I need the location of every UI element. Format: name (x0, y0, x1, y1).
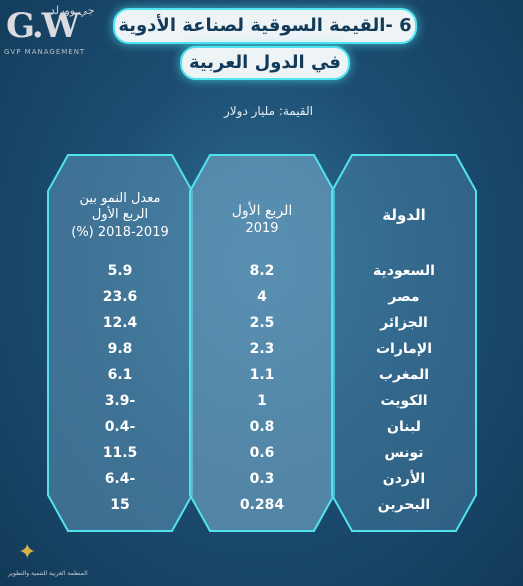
q1-cell: 2.5 (249, 315, 275, 331)
q1-cell: 8.2 (249, 263, 275, 279)
organization-logo: ✦ المنظمة العربية للتنمية والتطوير (8, 540, 88, 584)
q1-cell: 1.1 (249, 367, 275, 383)
growth-cell: 6.1 (107, 367, 133, 383)
growth-cell: 3.9- (104, 393, 136, 409)
logo-tagline: GVP MANAGEMENT (4, 48, 86, 56)
growth-cell: 23.6 (102, 289, 138, 305)
q1-column-shape (189, 154, 335, 532)
growth-header-line2: الربع الأول (91, 207, 149, 222)
q1-column: الربع الأول 2019 8.2 4 2.5 2.3 1.1 1 0.8… (186, 143, 338, 543)
q1-cell: 1 (257, 393, 267, 409)
country-cell: الإمارات (375, 341, 433, 357)
brand-logo: G.W جي وورلد GVP MANAGEMENT (4, 2, 122, 60)
q1-cell: 0.3 (249, 471, 275, 487)
country-cell: لبنان (387, 419, 421, 435)
country-cell: البحرين (377, 497, 431, 513)
q1-cell: 0.6 (249, 445, 275, 461)
country-cell: تونس (384, 445, 424, 461)
growth-header-line3: 2018-2019 (%) (71, 225, 169, 240)
growth-cell: 9.8 (107, 341, 133, 357)
logo-mark: G.W (6, 6, 80, 46)
growth-cell: 6.4- (104, 471, 136, 487)
growth-cell: 15 (110, 497, 130, 513)
logo-arabic-text: جي وورلد (50, 4, 95, 17)
page-title: 6 -القيمة السوقية لصناعة الأدوية (113, 8, 417, 44)
country-column-shape (331, 154, 477, 532)
country-cell: الكويت (380, 393, 428, 409)
growth-column-shape (47, 154, 193, 532)
q1-cell: 0.284 (239, 497, 285, 513)
country-cell: الجزائر (380, 315, 428, 331)
country-header: الدولة (382, 206, 426, 224)
growth-cell: 12.4 (102, 315, 138, 331)
growth-cell: 11.5 (102, 445, 138, 461)
country-cell: السعودية (373, 263, 435, 279)
q1-header-line1: الربع الأول (231, 203, 293, 219)
growth-cell: 0.4- (104, 419, 136, 435)
growth-cell: 5.9 (107, 263, 133, 279)
growth-header-line1: معدل النمو بين (79, 191, 161, 206)
q1-cell: 0.8 (249, 419, 275, 435)
organization-caption: المنظمة العربية للتنمية والتطوير (8, 570, 88, 577)
q1-header-line2: 2019 (245, 221, 279, 236)
q1-cell: 4 (257, 289, 267, 305)
country-cell: مصر (388, 289, 420, 305)
country-column: الدولة السعودية مصر الجزائر الإمارات الم… (328, 143, 480, 543)
page-subtitle: في الدول العربية (180, 46, 350, 80)
growth-column: معدل النمو بين الربع الأول 2018-2019 (%)… (44, 143, 196, 543)
country-cell: الأردن (382, 471, 426, 487)
unit-label: القيمة: مليار دولار (224, 104, 313, 118)
wings-icon: ✦ (18, 540, 37, 565)
q1-cell: 2.3 (249, 341, 275, 357)
country-cell: المغرب (378, 367, 430, 383)
